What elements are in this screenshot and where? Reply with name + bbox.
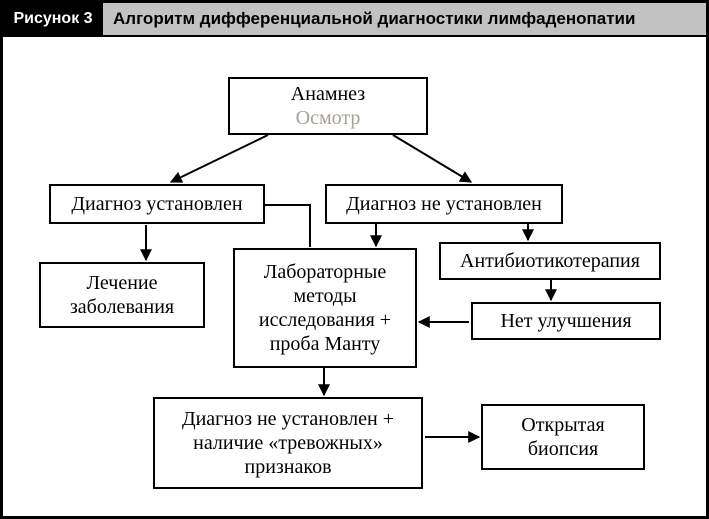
- node-alarming-signs: Диагноз не установлен + наличие «тревожн…: [153, 397, 423, 489]
- figure-title: Алгоритм дифференциальной диагностики ли…: [103, 9, 635, 29]
- flowchart-arrow: [171, 135, 268, 182]
- flowchart-canvas: Анамнез Осмотр Диагноз установлен Диагно…: [3, 37, 706, 516]
- node-anamnesis-line1: Анамнез: [291, 82, 365, 106]
- figure-header: Рисунок 3 Алгоритм дифференциальной диаг…: [3, 3, 706, 37]
- node-laboratory: Лабораторные методы исследования + проба…: [233, 248, 417, 368]
- node-treatment-line1: Лечение: [86, 271, 157, 295]
- figure-badge-text: Рисунок 3: [13, 10, 92, 28]
- node-lab-line3: исследования +: [259, 308, 391, 332]
- node-anamnesis: Анамнез Осмотр: [228, 77, 428, 135]
- node-open-biopsy: Открытая биопсия: [481, 404, 645, 470]
- node-anamnesis-line2: Осмотр: [296, 106, 361, 130]
- node-alarm-line3: признаков: [244, 455, 331, 479]
- flowchart-arrow: [393, 135, 471, 182]
- node-lab-line4: проба Манту: [270, 332, 381, 356]
- node-antibiotic-therapy: Антибиотикотерапия: [439, 242, 661, 280]
- node-treatment: Лечение заболевания: [39, 262, 205, 328]
- node-biopsy-line2: биопсия: [528, 437, 598, 461]
- node-diagnosis-established-text: Диагноз установлен: [71, 192, 242, 216]
- node-lab-line1: Лабораторные: [264, 260, 386, 284]
- node-no-improvement-text: Нет улучшения: [500, 309, 631, 333]
- node-diagnosis-not-established-text: Диагноз не установлен: [346, 192, 542, 216]
- node-antibiotic-therapy-text: Антибиотикотерапия: [460, 249, 640, 273]
- node-alarm-line1: Диагноз не установлен +: [182, 407, 394, 431]
- figure-badge: Рисунок 3: [3, 2, 103, 36]
- node-diagnosis-not-established: Диагноз не установлен: [325, 184, 563, 224]
- node-biopsy-line1: Открытая: [521, 413, 604, 437]
- node-treatment-line2: заболевания: [70, 295, 174, 319]
- figure-title-text: Алгоритм дифференциальной диагностики ли…: [113, 9, 635, 29]
- node-diagnosis-established: Диагноз установлен: [49, 184, 265, 224]
- node-no-improvement: Нет улучшения: [471, 302, 661, 340]
- node-lab-line2: методы: [293, 284, 356, 308]
- figure-frame: Рисунок 3 Алгоритм дифференциальной диаг…: [0, 0, 709, 519]
- node-alarm-line2: наличие «тревожных»: [193, 431, 383, 455]
